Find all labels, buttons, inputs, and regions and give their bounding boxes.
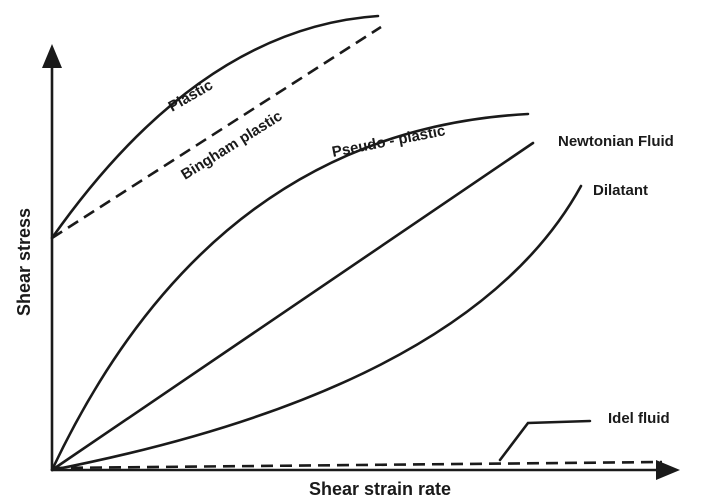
series-curve-plastic <box>50 14 380 240</box>
axes <box>42 44 680 480</box>
series-curve-bingham-plastic <box>51 25 382 240</box>
series-label-plastic: Plastic <box>166 77 216 116</box>
idel-fluid-leader-line <box>498 419 592 462</box>
series-curve-dilatant <box>50 184 583 472</box>
series-curve-newtonian-fluid <box>50 141 535 472</box>
series-curves <box>50 14 663 472</box>
series-curve-idel-fluid <box>51 460 663 470</box>
x-axis-title: Shear strain rate <box>309 479 451 499</box>
series-label-bingham-plastic: Bingham plastic <box>178 108 285 184</box>
y-axis-arrow-icon <box>42 44 62 68</box>
series-labels: Plastic Bingham plastic Pseudo - plastic… <box>166 77 674 427</box>
series-label-pseudo-plastic: Pseudo - plastic <box>331 122 447 161</box>
series-curve-pseudo-plastic <box>50 112 530 472</box>
x-axis-arrow-icon <box>656 460 680 480</box>
y-axis-title: Shear stress <box>14 208 34 316</box>
series-label-idel-fluid: Idel fluid <box>608 410 670 427</box>
series-label-newtonian-fluid: Newtonian Fluid <box>558 133 674 150</box>
series-label-dilatant: Dilatant <box>593 182 648 199</box>
